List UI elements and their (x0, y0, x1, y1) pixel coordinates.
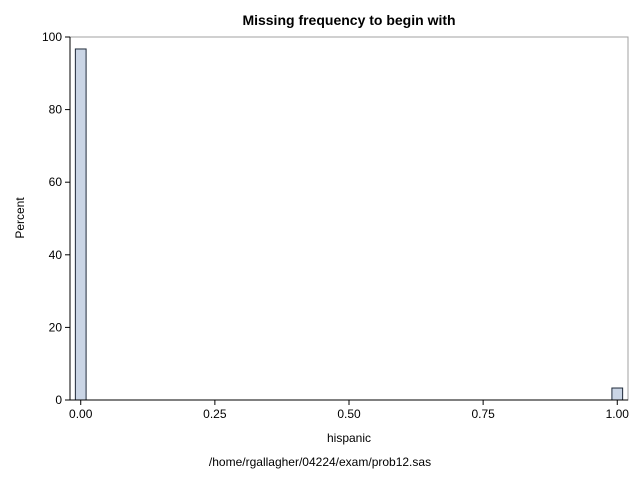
y-axis-title: Percent (13, 197, 27, 239)
y-tick-label: 100 (42, 30, 62, 44)
chart-title: Missing frequency to begin with (242, 12, 455, 28)
bars-group (74, 48, 624, 401)
x-tick-label: 0.50 (337, 407, 361, 421)
x-tick-label: 1.00 (606, 407, 630, 421)
x-tick-label: 0.00 (69, 407, 93, 421)
y-tick-label: 80 (49, 103, 63, 117)
footnote: /home/rgallagher/04224/exam/prob12.sas (209, 455, 431, 469)
y-tick-label: 60 (49, 175, 63, 189)
plot-frame (69, 36, 629, 401)
axes-group: 0 20 40 60 80 100 0.00 0.25 0.50 0.75 1.00 (42, 30, 629, 421)
histogram-bar (74, 48, 87, 401)
y-tick-label: 40 (49, 248, 63, 262)
x-tick-label: 0.75 (471, 407, 495, 421)
x-axis-title: hispanic (327, 431, 371, 445)
y-tick-label: 0 (55, 393, 62, 407)
y-tick-label: 20 (49, 320, 63, 334)
x-tick-label: 0.25 (203, 407, 227, 421)
histogram-bar (611, 387, 624, 401)
